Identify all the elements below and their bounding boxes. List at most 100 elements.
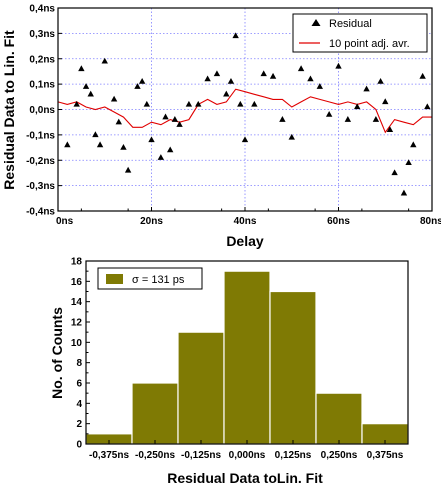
histogram-bar <box>269 290 317 445</box>
x-tick-label: 20ns <box>140 216 163 227</box>
residual-point <box>325 110 333 117</box>
y-tick-label: 2 <box>76 419 82 430</box>
y-tick-label: 6 <box>76 379 82 390</box>
residual-point <box>386 126 394 132</box>
residual-point <box>382 98 389 105</box>
average-polyline <box>57 88 432 134</box>
x-tick-label: 80ns <box>420 216 441 227</box>
residual-point <box>162 113 169 120</box>
histogram-bar <box>131 382 179 445</box>
x-tick-label: 0,250ns <box>321 450 358 461</box>
y-axis-label-bottom: No. of Counts <box>49 307 65 399</box>
grid-top <box>58 8 432 211</box>
residual-point <box>92 131 99 138</box>
y-tick-label: -0,3ns <box>26 181 55 192</box>
histogram-bar <box>223 270 271 445</box>
residual-point <box>279 116 286 122</box>
residual-point <box>134 83 141 89</box>
residual-point <box>176 121 183 127</box>
y-tick-label: 10 <box>71 338 83 349</box>
residual-point <box>138 77 146 84</box>
plot-frame-bottom <box>85 260 409 445</box>
y-tick-label: 0,0ns <box>29 105 55 116</box>
residual-point <box>124 166 132 173</box>
x-tick-label: -0,375ns <box>89 450 129 461</box>
histogram-bar <box>177 331 225 445</box>
residual-point <box>391 169 398 176</box>
residual-point <box>354 103 361 110</box>
histogram-chart: 0 2 4 6 8 10 12 14 16 18 -0,375ns -0,250ns -0,125ns 0… <box>49 257 409 486</box>
legend-bottom: σ = 131 ps <box>97 267 203 290</box>
legend-label-average: 10 point adj. avr. <box>329 38 410 50</box>
residual-point <box>227 77 235 84</box>
residual-point <box>335 62 342 69</box>
legend-label-residual: Residual <box>329 18 372 30</box>
average-line <box>57 88 432 134</box>
y-tick-label: 12 <box>71 318 83 329</box>
residual-point <box>82 83 90 89</box>
y-tick-label: 0,3ns <box>29 29 55 40</box>
ticks-top: 0,4ns 0,3ns 0,2ns 0,1ns 0,0ns -0,1ns -0,2ns -0,… <box>26 4 441 228</box>
residual-point <box>419 72 426 79</box>
residual-point <box>171 116 179 122</box>
residual-point <box>96 141 104 148</box>
residual-point <box>251 100 258 107</box>
residual-point <box>288 133 295 140</box>
y-tick-label: 8 <box>76 358 82 369</box>
residual-point <box>73 100 80 107</box>
x-tick-label: 0ns <box>56 216 74 227</box>
residual-point <box>204 75 211 82</box>
y-tick-label: 18 <box>71 257 83 268</box>
residual-point <box>297 65 305 72</box>
y-tick-label: -0,4ns <box>26 207 55 218</box>
legend-triangle-marker <box>311 19 321 26</box>
residual-point <box>377 77 384 84</box>
residual-point <box>269 72 277 79</box>
residual-point <box>115 118 122 125</box>
residual-point <box>143 100 151 107</box>
histogram-bars <box>85 270 409 445</box>
legend-box-bottom <box>97 267 203 290</box>
y-tick-label: -0,2ns <box>26 156 55 167</box>
legend-top: Residual 10 point adj. avr. <box>292 13 428 53</box>
legend-swatch <box>106 274 123 284</box>
residual-point <box>405 159 412 165</box>
residual-point <box>157 154 165 160</box>
residual-point <box>260 70 267 77</box>
residual-point <box>232 32 239 39</box>
residual-point <box>120 143 127 150</box>
residual-point <box>195 100 202 107</box>
residual-point <box>148 136 155 143</box>
residual-point <box>213 70 221 77</box>
legend-label-sigma: σ = 131 ps <box>132 274 185 286</box>
histogram-bar <box>315 392 363 445</box>
y-tick-label: 0,1ns <box>29 80 55 91</box>
y-tick-label: 4 <box>76 399 82 410</box>
residual-chart: 0,4ns 0,3ns 0,2ns 0,1ns 0,0ns -0,1ns -0,2ns -0,… <box>1 4 441 250</box>
y-tick-label: 0 <box>76 440 82 451</box>
residual-point <box>316 83 323 89</box>
x-tick-label: 0,125ns <box>275 450 312 461</box>
x-tick-label: 60ns <box>327 216 350 227</box>
residual-point <box>344 116 352 122</box>
residual-point <box>101 57 108 64</box>
residual-point <box>78 65 85 72</box>
residual-point <box>307 75 314 82</box>
x-axis-label-top: Delay <box>226 233 264 249</box>
residual-point <box>372 116 380 122</box>
x-tick-label: 0,000ns <box>229 450 266 461</box>
residual-point <box>241 136 249 143</box>
x-tick-label: -0,125ns <box>181 450 221 461</box>
residual-point <box>410 141 417 148</box>
residual-points <box>64 32 431 196</box>
x-tick-label: 0,375ns <box>367 450 404 461</box>
y-axis-label-top: Residual Data to Lin. Fit <box>1 30 17 190</box>
residual-point <box>87 90 94 97</box>
residual-point <box>110 95 118 102</box>
y-tick-label: 14 <box>71 297 83 308</box>
ticks-bottom: 0 2 4 6 8 10 12 14 16 18 -0,375ns -0,250ns -0,125ns 0… <box>71 257 404 462</box>
y-tick-label: 0,4ns <box>29 4 55 15</box>
y-tick-label: -0,1ns <box>26 130 55 141</box>
residual-point <box>400 189 408 196</box>
